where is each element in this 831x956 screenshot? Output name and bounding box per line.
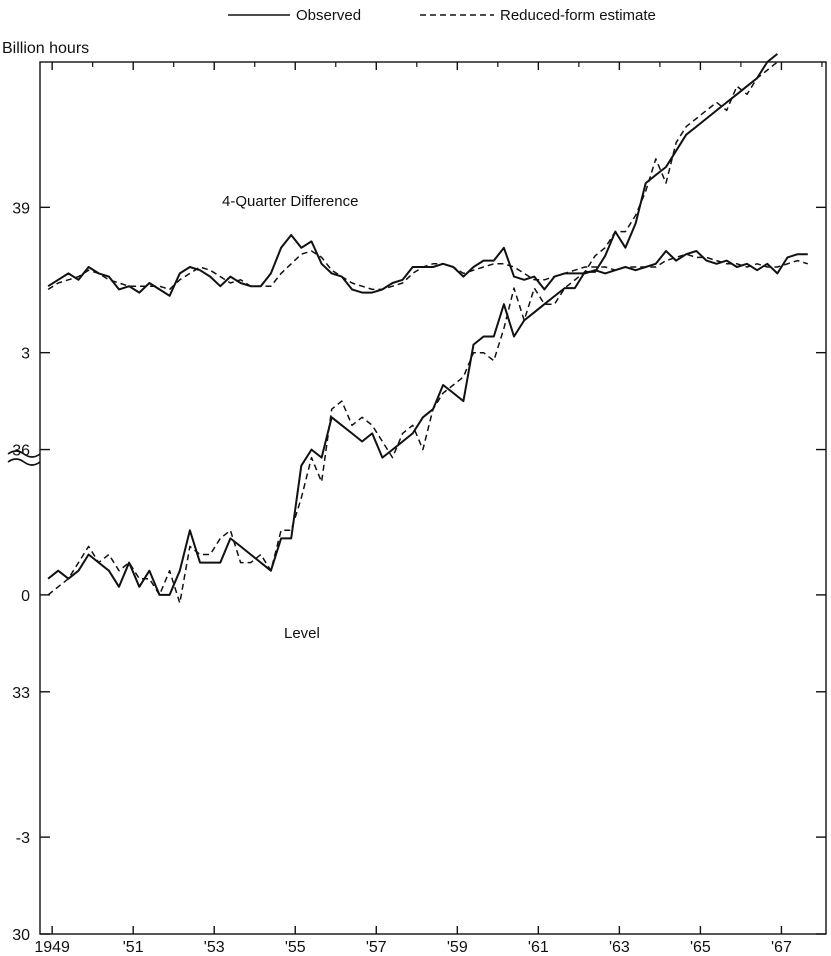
y-tick-label: 30 (12, 927, 30, 944)
difference-series-estimate (47, 250, 809, 291)
axis-break-icon (7, 450, 41, 466)
x-tick-label: '67 (771, 939, 792, 956)
level-series-observed (47, 53, 779, 596)
x-tick-label: '63 (609, 939, 630, 956)
difference-series-observed (47, 234, 808, 297)
x-tick-label: '57 (366, 939, 387, 956)
x-tick-label: 1949 (34, 939, 70, 956)
y-tick-label: 39 (12, 200, 30, 217)
level-series-estimate (47, 61, 778, 604)
x-tick-label: '59 (447, 939, 468, 956)
y-tick-label: -3 (16, 830, 30, 847)
x-tick-label: '55 (285, 939, 306, 956)
plot-frame (39, 61, 827, 935)
legend: Observed Reduced-form estimate (228, 7, 656, 24)
y-unit-label: Billion hours (2, 40, 89, 57)
panel-label-difference: 4-Quarter Difference (222, 193, 358, 210)
legend-estimate-label: Reduced-form estimate (500, 7, 656, 24)
y-tick-label: 0 (21, 588, 30, 605)
x-tick-label: '51 (123, 939, 144, 956)
x-tick-label: '61 (528, 939, 549, 956)
y-tick-label: 3 (21, 346, 30, 363)
x-tick-label: '53 (204, 939, 225, 956)
legend-observed-label: Observed (296, 7, 361, 24)
y-tick-label: 36 (12, 443, 30, 460)
panel-label-level: Level (284, 625, 320, 642)
x-tick-label: '65 (690, 939, 711, 956)
y-tick-label: 33 (12, 685, 30, 702)
